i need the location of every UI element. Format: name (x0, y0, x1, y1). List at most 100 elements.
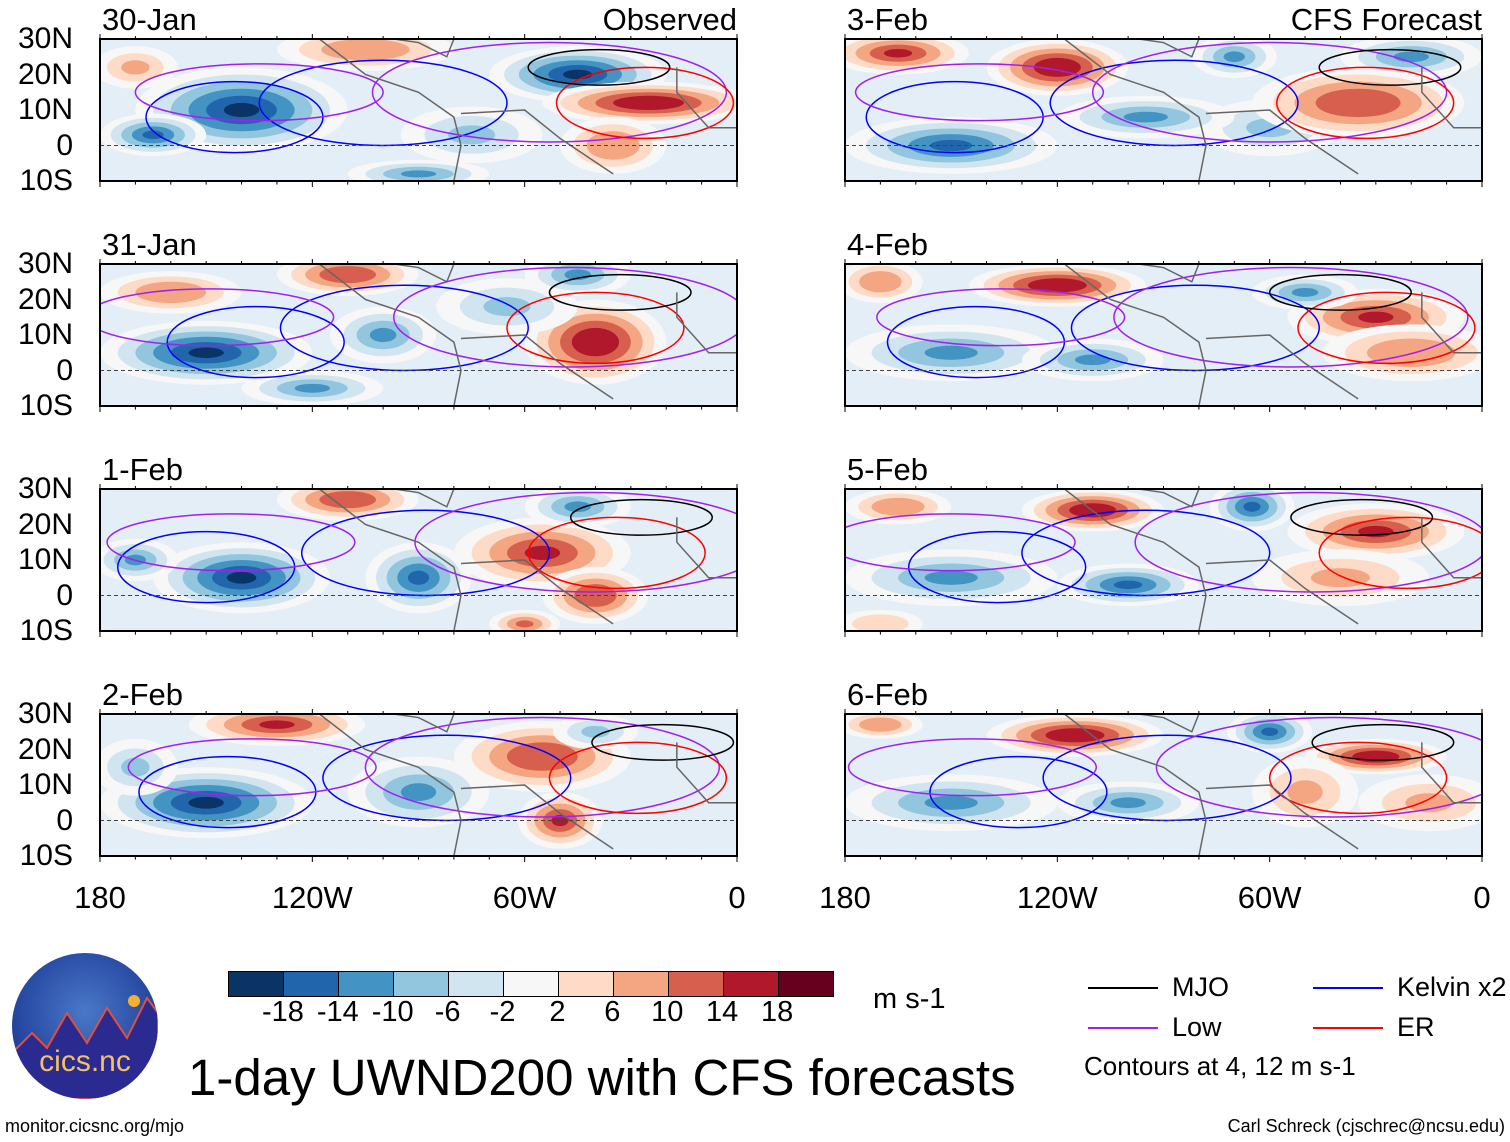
panel-date: 4-Feb (847, 227, 928, 262)
wind-anomaly-shading (333, 270, 362, 279)
wind-anomaly-shading (142, 130, 164, 140)
colorbar-swatch (669, 972, 724, 996)
wave-contour (393, 266, 737, 368)
colorbar-swatch (724, 972, 779, 996)
colorbar-label: 10 (651, 996, 684, 1028)
wind-anomaly-shading (369, 327, 397, 343)
wave-contour (527, 48, 671, 86)
lat-tick-label: 0 (56, 128, 73, 162)
wind-anomaly-shading (551, 814, 569, 827)
lat-tick-label: 0 (56, 803, 73, 837)
legend-label: Kelvin x2 (1397, 972, 1507, 1002)
colorbar-label: 18 (760, 996, 794, 1028)
wind-anomaly-shading (1123, 111, 1168, 123)
colorbar-label: -2 (489, 996, 516, 1028)
wave-contour (1134, 491, 1482, 593)
lat-tick-label: 30N (17, 697, 73, 730)
colorbar-label: 6 (604, 996, 621, 1028)
wind-anomaly-shading (1291, 287, 1319, 297)
wind-anomaly-shading (564, 501, 592, 513)
wave-contour (527, 516, 706, 590)
wind-anomaly-shading (1075, 354, 1111, 366)
lat-tick-label: 30N (17, 247, 73, 280)
lon-tick-label: 180 (819, 880, 871, 915)
wave-contour (1113, 266, 1469, 368)
wave-contour (569, 498, 713, 536)
wind-anomaly-shading (1042, 281, 1073, 289)
figure-title: 1-day UWND200 with CFS forecasts (188, 1049, 1016, 1106)
wave-contour (907, 530, 1087, 604)
wind-anomaly-shading (630, 99, 667, 107)
wave-contour (854, 63, 1105, 122)
lat-tick-label: 10N (17, 93, 73, 126)
wind-anomaly-shading (1060, 731, 1090, 739)
wave-contour (1311, 723, 1455, 761)
footer-url[interactable]: monitor.cicsnc.org/mjo (5, 1116, 185, 1136)
wind-anomaly-shading (121, 757, 150, 777)
colorbar-label: -14 (316, 996, 359, 1028)
wind-anomaly-shading (524, 749, 561, 764)
wave-contour (166, 305, 345, 379)
wave-contour (555, 66, 735, 140)
wind-anomaly-shading (583, 335, 608, 350)
wind-anomaly-shading (121, 60, 150, 75)
lon-tick-label: 0 (728, 880, 746, 915)
coastline (1063, 264, 1482, 406)
wind-anomaly-shading (1358, 311, 1394, 323)
wave-contour (364, 716, 721, 818)
legend-label: Low (1172, 1012, 1222, 1042)
coastline (318, 39, 737, 181)
lon-tick-label: 60W (492, 880, 557, 915)
panel-tag: Observed (602, 2, 737, 37)
legend-line (1313, 987, 1383, 989)
lat-tick-label: 20N (17, 57, 73, 91)
wind-anomaly-shading (524, 545, 561, 560)
map-panel-30-jan (99, 34, 738, 187)
wind-anomaly-shading (188, 347, 224, 359)
lat-tick-label: 10S (19, 839, 73, 872)
wave-contour (845, 513, 1076, 572)
colorbar (228, 971, 834, 997)
wind-anomaly-shading (1223, 51, 1245, 63)
wind-anomaly-shading (1110, 797, 1146, 809)
lat-tick-label: 0 (56, 578, 73, 612)
legend-line (1088, 1027, 1158, 1029)
map-panel-31-jan (99, 259, 738, 412)
panel-tag: CFS Forecast (1290, 2, 1482, 37)
colorbar-swatch (614, 972, 669, 996)
map-panel-3-feb (844, 34, 1483, 187)
wave-contour (414, 491, 737, 593)
wave-contour (1021, 509, 1271, 597)
wind-anomaly-shading (866, 619, 895, 629)
wave-contour (591, 723, 735, 761)
wave-contour (1318, 516, 1482, 590)
map-panel-5-feb (844, 484, 1483, 637)
legend-label: ER (1397, 1012, 1435, 1042)
wind-anomaly-shading (400, 170, 437, 178)
wind-anomaly-shading (188, 796, 224, 809)
wind-anomaly-shading (1336, 95, 1380, 110)
wind-anomaly-shading (924, 570, 978, 585)
map-panel-1-feb (99, 484, 738, 637)
wave-contour (1290, 498, 1434, 536)
colorbar-label: 2 (549, 996, 566, 1028)
wind-anomaly-shading (1393, 51, 1429, 63)
panel-date: 6-Feb (847, 677, 928, 712)
wind-anomaly-shading (1364, 753, 1388, 760)
wind-anomaly-shading (1113, 580, 1143, 590)
legend-note: Contours at 4, 12 m s-1 (1084, 1051, 1356, 1081)
wind-anomaly-shading (515, 620, 534, 628)
lat-tick-label: 30N (17, 472, 73, 505)
wave-contour (1155, 716, 1482, 818)
wind-anomaly-shading (884, 502, 912, 512)
map-panel-6-feb (844, 709, 1483, 862)
wind-anomaly-shading (563, 69, 593, 80)
lat-tick-label: 20N (17, 732, 73, 766)
wave-contour (876, 288, 1126, 347)
map-panel-2-feb (99, 709, 738, 862)
wave-contour (100, 288, 335, 347)
cics-logo: cics.nc (12, 953, 158, 1099)
lat-tick-label: 20N (17, 282, 73, 316)
wind-anomaly-shading (223, 102, 260, 118)
wind-anomaly-shading (1310, 568, 1370, 588)
